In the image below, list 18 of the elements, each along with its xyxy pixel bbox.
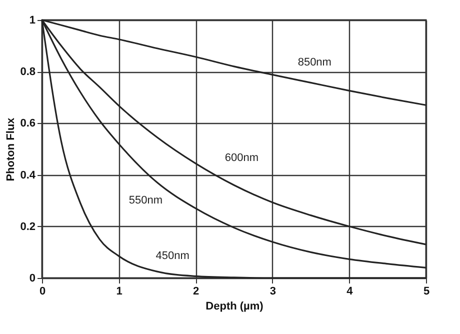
series-label: 600nm [224, 152, 258, 164]
x-tick-label: 4 [346, 286, 354, 298]
y-tick-label: 0.6 [20, 118, 36, 130]
y-tick-label: 0.8 [20, 66, 36, 78]
series-label: 450nm [156, 250, 190, 262]
y-axis-title: Photon Flux [5, 116, 18, 182]
y-tick-label: 0 [29, 272, 36, 284]
x-axis-title: Depth (µm) [206, 300, 264, 312]
series-label: 550nm [128, 194, 162, 207]
x-tick-label: 0 [39, 286, 46, 298]
y-tick-label: 0.2 [20, 220, 36, 233]
x-tick-label: 5 [423, 286, 430, 298]
series-label: 850nm [298, 56, 332, 69]
y-tick-label: 0.4 [20, 169, 36, 182]
x-tick-label: 2 [193, 286, 200, 298]
x-tick-label: 1 [116, 286, 122, 298]
y-tick-label: 1 [29, 14, 36, 26]
x-tick-label: 3 [270, 286, 276, 298]
